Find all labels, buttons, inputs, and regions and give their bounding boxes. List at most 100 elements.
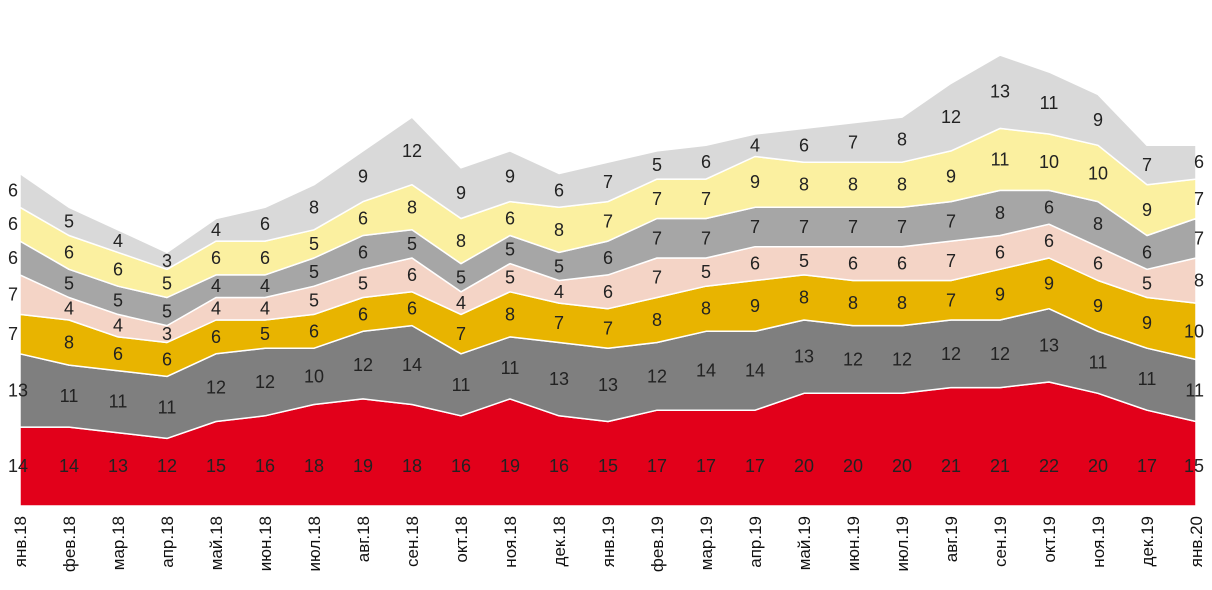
x-tick-label: дек.18: [550, 516, 569, 566]
data-label: 9: [750, 296, 760, 316]
x-axis: янв.18 фев.18 мар.18 апр.18 май.18 июн.18 июл.…: [11, 516, 1206, 572]
data-label: 21: [990, 456, 1010, 476]
data-label: 5: [309, 262, 319, 282]
data-label: 8: [995, 203, 1005, 223]
data-label: 22: [1039, 456, 1059, 476]
data-label: 8: [848, 175, 858, 195]
data-label: 4: [211, 220, 221, 240]
data-label: 6: [358, 304, 368, 324]
data-label: 6: [750, 254, 760, 274]
data-label: 8: [897, 130, 907, 150]
data-label: 8: [554, 220, 564, 240]
data-label: 8: [701, 299, 711, 319]
data-label: 7: [701, 228, 711, 248]
data-label: 6: [1093, 254, 1103, 274]
data-label: 9: [358, 166, 368, 186]
data-label: 12: [990, 344, 1010, 364]
x-tick-label: ноя.19: [1089, 516, 1108, 568]
data-label: 12: [892, 350, 912, 370]
x-tick-label: фев.18: [60, 516, 79, 572]
data-label: 7: [8, 324, 18, 344]
data-label: 12: [353, 355, 373, 375]
data-label: 6: [701, 152, 711, 172]
x-tick-label: июл.18: [305, 516, 324, 571]
data-label: 13: [794, 347, 814, 367]
data-label: 5: [309, 234, 319, 254]
data-label: 4: [554, 282, 564, 302]
data-label: 7: [897, 217, 907, 237]
data-label: 9: [1142, 200, 1152, 220]
data-label: 19: [353, 456, 373, 476]
data-label: 13: [8, 381, 28, 401]
data-label: 8: [64, 333, 74, 353]
data-label: 8: [309, 197, 319, 217]
data-label: 4: [260, 276, 270, 296]
x-tick-label: июн.18: [256, 516, 275, 571]
data-label: 14: [8, 456, 28, 476]
data-label: 11: [158, 397, 177, 417]
x-tick-label: июл.19: [893, 516, 912, 571]
data-label: 11: [1040, 93, 1059, 113]
data-label: 13: [990, 82, 1010, 102]
data-label: 5: [260, 324, 270, 344]
data-label: 7: [1142, 155, 1152, 175]
data-label: 6: [407, 299, 417, 319]
data-label: 4: [113, 231, 123, 251]
data-label: 7: [603, 172, 613, 192]
data-label: 7: [554, 313, 564, 333]
data-label: 12: [843, 350, 863, 370]
data-label: 6: [113, 344, 123, 364]
data-label: 12: [941, 344, 961, 364]
data-label: 5: [407, 234, 417, 254]
data-label: 6: [211, 327, 221, 347]
data-label: 6: [260, 214, 270, 234]
data-label: 17: [696, 456, 716, 476]
data-label: 5: [505, 240, 515, 260]
data-label: 13: [108, 456, 128, 476]
data-label: 12: [941, 107, 961, 127]
x-tick-label: май.19: [795, 516, 814, 570]
data-label: 14: [59, 456, 79, 476]
data-label: 11: [1138, 369, 1157, 389]
data-label: 7: [701, 189, 711, 209]
data-label: 5: [1142, 273, 1152, 293]
data-label: 5: [554, 257, 564, 277]
area-series-7: [19, 54, 1197, 271]
data-label: 6: [799, 135, 809, 155]
data-label: 5: [456, 268, 466, 288]
x-tick-label: окт.19: [1040, 516, 1059, 563]
data-label: 14: [696, 361, 716, 381]
data-label: 8: [897, 293, 907, 313]
data-labels: 14 14 13 12 15 16 18 19 18 16 19 16 15 17 17 17 20 20 20 21…: [8, 82, 1204, 476]
data-label: 5: [358, 273, 368, 293]
x-tick-label: ноя.18: [501, 516, 520, 568]
data-label: 6: [848, 254, 858, 274]
x-tick-label: сен.19: [991, 516, 1010, 567]
x-tick-label: май.18: [207, 516, 226, 570]
data-label: 14: [402, 355, 422, 375]
data-label: 12: [647, 366, 667, 386]
data-label: 7: [456, 324, 466, 344]
data-label: 10: [1088, 164, 1108, 184]
data-label: 17: [1137, 456, 1157, 476]
data-label: 8: [652, 310, 662, 330]
data-label: 4: [211, 299, 221, 319]
data-label: 13: [1039, 335, 1059, 355]
data-label: 20: [794, 456, 814, 476]
data-label: 8: [407, 197, 417, 217]
data-label: 6: [162, 350, 172, 370]
x-tick-label: апр.18: [158, 516, 177, 568]
data-label: 7: [946, 211, 956, 231]
x-tick-label: мар.18: [109, 516, 128, 570]
data-label: 6: [1142, 242, 1152, 262]
data-label: 7: [799, 217, 809, 237]
data-label: 11: [501, 358, 520, 378]
data-label: 17: [745, 456, 765, 476]
x-tick-label: дек.19: [1138, 516, 1157, 566]
data-label: 11: [452, 375, 471, 395]
data-label: 6: [505, 209, 515, 229]
data-label: 6: [309, 321, 319, 341]
data-label: 13: [598, 375, 618, 395]
data-label: 6: [1044, 231, 1054, 251]
data-label: 8: [1194, 271, 1204, 291]
